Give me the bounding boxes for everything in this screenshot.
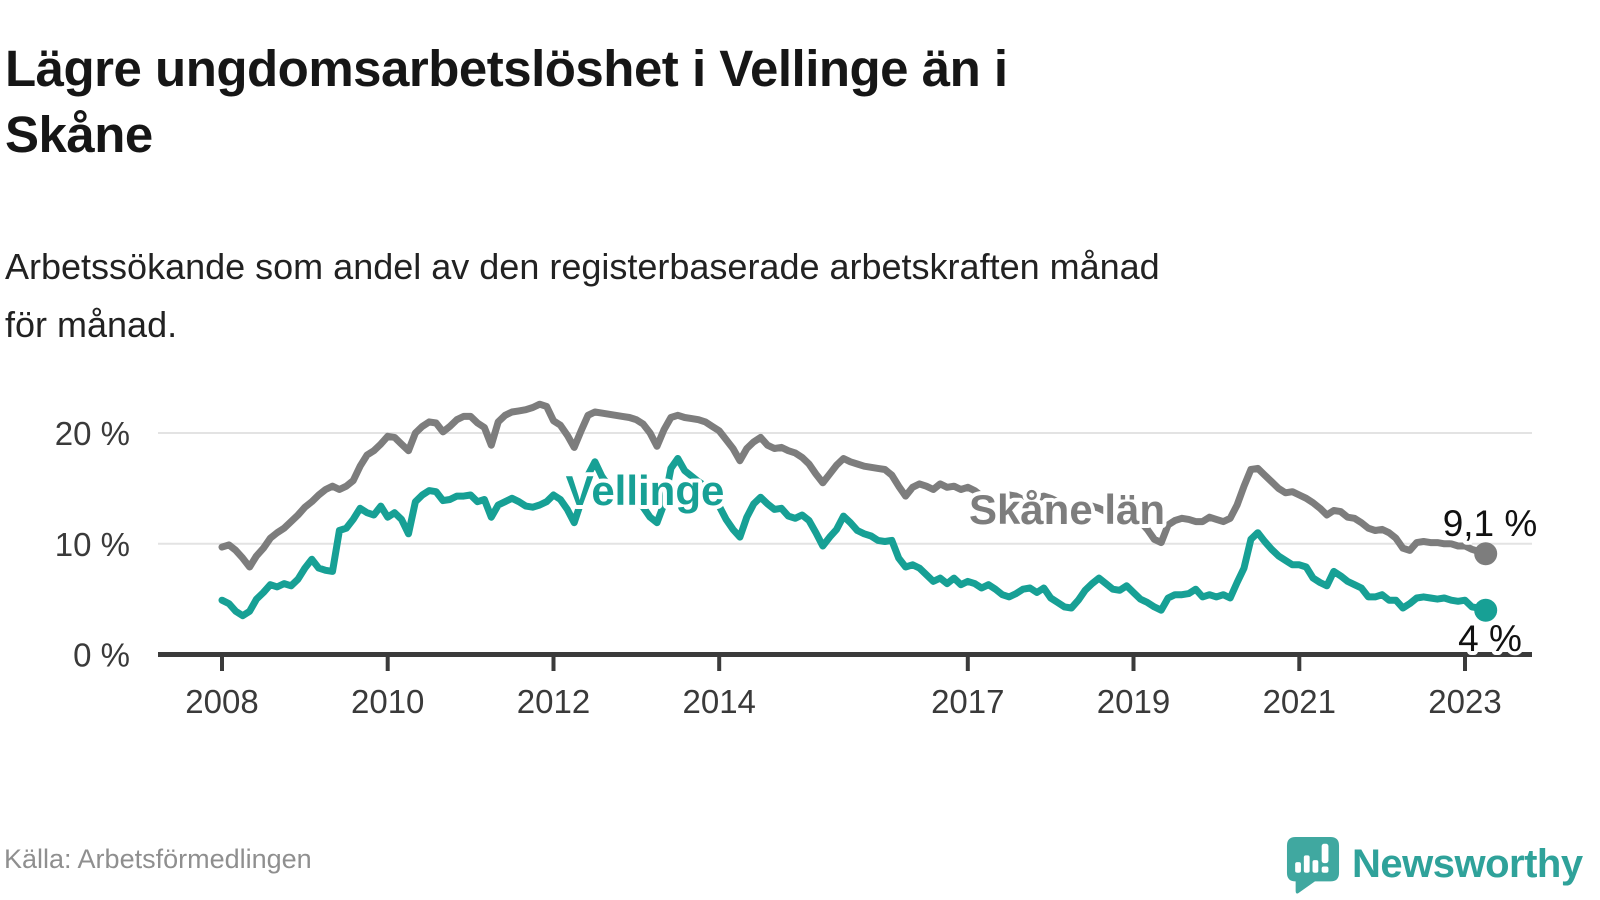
end-dot-skane-lan (1474, 542, 1498, 566)
chart-subtitle: Arbetssökande som andel av den registerb… (5, 238, 1545, 354)
y-tick-label-0: 0 % (73, 637, 130, 674)
subtitle-line-2: för månad. (5, 304, 178, 345)
series-label-skane-lan: Skåne län (969, 486, 1165, 533)
x-tick-label-2008: 2008 (185, 683, 258, 720)
x-tick-label-2010: 2010 (351, 683, 424, 720)
series-line-skane-lan (218, 400, 1490, 571)
x-tick-label-2023: 2023 (1428, 683, 1501, 720)
title-line-1: Lägre ungdomsarbetslöshet i Vellinge än … (5, 40, 1008, 98)
x-tick-label-2019: 2019 (1097, 683, 1170, 720)
end-label-skane-lan: 9,1 % (1443, 503, 1538, 544)
x-tick-label-2012: 2012 (517, 683, 590, 720)
series-line-vellinge (218, 455, 1490, 620)
y-tick-label-20: 20 % (55, 415, 130, 452)
newsworthy-logo-icon (1286, 837, 1340, 894)
y-tick-label-10: 10 % (55, 526, 130, 563)
page-title: Lägre ungdomsarbetslöshet i Vellinge än … (5, 36, 1485, 168)
newsworthy-wordmark: Newsworthy (1352, 842, 1583, 886)
x-tick-label-2014: 2014 (682, 683, 755, 720)
x-tick-label-2021: 2021 (1263, 683, 1336, 720)
title-line-2: Skåne (5, 106, 153, 164)
end-dot-vellinge (1474, 598, 1498, 622)
end-label-vellinge: 4 % (1458, 618, 1522, 659)
x-tick-label-2017: 2017 (931, 683, 1004, 720)
series-label-vellinge: Vellinge (566, 467, 725, 514)
source-label: Källa: Arbetsförmedlingen (4, 844, 312, 874)
newsworthy-logo: Newsworthy (1286, 836, 1596, 896)
subtitle-line-1: Arbetssökande som andel av den registerb… (5, 246, 1160, 287)
